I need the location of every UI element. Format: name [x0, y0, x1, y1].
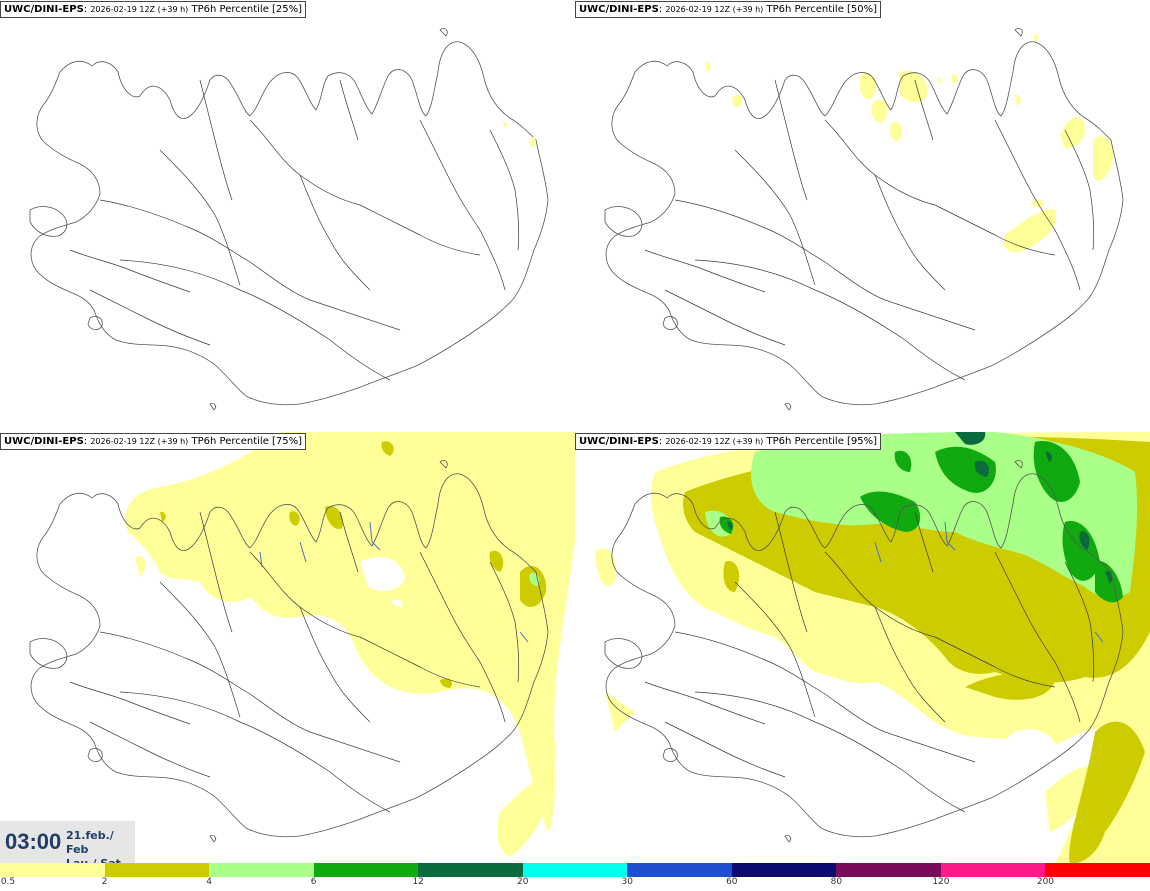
legend-swatch: [209, 863, 314, 877]
iceland-map-50: [604, 27, 1124, 411]
iceland-map-75: [29, 432, 575, 857]
precip-area: [530, 137, 536, 147]
legend-tick-label: 30: [621, 877, 633, 887]
legend-tick-label: 20: [516, 877, 529, 887]
panel-title: UWC/DINI-EPS: 2026-02-19 12Z (+39 h) TP6…: [0, 433, 307, 450]
valid-time-box: 03:00 21.feb./ Feb Lau./ Sat: [0, 821, 135, 870]
legend-tick-label: 200: [1036, 877, 1055, 887]
panel-percentile-25: UWC/DINI-EPS: 2026-02-19 12Z (+39 h) TP6…: [0, 0, 575, 432]
panel-title: UWC/DINI-EPS: 2026-02-19 12Z (+39 h) TP6…: [575, 1, 882, 18]
legend-tick-label: 0.5: [0, 877, 16, 887]
panel-percentile-95: UWC/DINI-EPS: 2026-02-19 12Z (+39 h) TP6…: [575, 432, 1150, 864]
legend-swatch: [731, 863, 837, 877]
legend-tick-label: 2: [101, 877, 108, 887]
precip-areas: [575, 432, 1150, 864]
precip-legend: 0.5 2 4 6 12 20 30 60 80 120 200: [0, 863, 1150, 891]
panel-title: UWC/DINI-EPS: 2026-02-19 12Z (+39 h) TP6…: [0, 1, 307, 18]
legend-swatch: [627, 863, 732, 877]
precip-areas: [705, 34, 1114, 253]
precip-area: [503, 122, 507, 128]
legend-tick-label: 12: [412, 877, 424, 887]
legend-swatch: [940, 863, 1046, 877]
panel-percentile-50: UWC/DINI-EPS: 2026-02-19 12Z (+39 h) TP6…: [575, 0, 1150, 432]
panel-title: UWC/DINI-EPS: 2026-02-19 12Z (+39 h) TP6…: [575, 433, 882, 450]
legend-color-bar: [0, 863, 1150, 877]
legend-swatch: [104, 863, 210, 877]
legend-swatch: [418, 863, 523, 877]
legend-swatch: [836, 863, 941, 877]
precip-areas: [125, 432, 575, 857]
legend-swatch: [1045, 863, 1150, 877]
iceland-map-95: [575, 432, 1150, 864]
rivers: [259, 521, 529, 643]
legend-swatch: [313, 863, 419, 877]
rivers: [874, 521, 1104, 643]
iceland-map-25: [29, 27, 549, 411]
legend-swatch: [522, 863, 628, 877]
legend-tick-label: 6: [310, 877, 317, 887]
legend-tick-label: 60: [726, 877, 738, 887]
legend-tick-label: 80: [830, 877, 843, 887]
legend-tick-label: 4: [206, 877, 212, 887]
valid-time-clock: 03:00: [5, 829, 62, 854]
legend-tick-label: 120: [932, 877, 950, 887]
legend-swatch: [0, 863, 105, 877]
valid-date-line: 21.feb./ Feb: [66, 829, 114, 856]
panel-percentile-75: UWC/DINI-EPS: 2026-02-19 12Z (+39 h) TP6…: [0, 432, 575, 864]
